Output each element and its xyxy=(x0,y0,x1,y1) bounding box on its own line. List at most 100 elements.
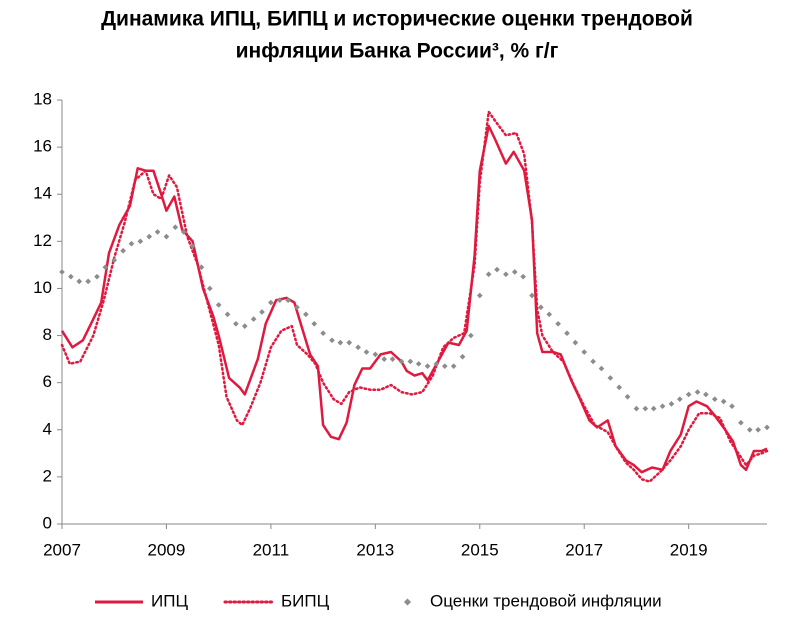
x-tick-label: 2019 xyxy=(670,540,708,559)
y-tick-label: 4 xyxy=(43,419,52,438)
trend-point xyxy=(729,403,735,410)
trend-point xyxy=(494,266,500,273)
y-tick-label: 16 xyxy=(33,137,52,156)
legend-label: БИПЦ xyxy=(281,591,330,610)
trend-point xyxy=(154,229,161,235)
trend-point xyxy=(468,332,474,339)
trend-point xyxy=(720,398,727,405)
trend-point xyxy=(764,424,770,431)
x-tick-label: 2017 xyxy=(565,540,603,559)
trend-point xyxy=(685,391,692,398)
trend-point xyxy=(337,339,344,346)
x-tick-label: 2015 xyxy=(461,540,499,559)
trend-point xyxy=(346,339,353,346)
trend-point xyxy=(642,405,649,412)
trend-point xyxy=(607,375,614,381)
trend-point xyxy=(311,320,318,327)
trend-point xyxy=(268,299,274,306)
trend-point xyxy=(581,349,588,355)
trend-point xyxy=(555,320,561,327)
trend-point xyxy=(198,264,205,271)
trend-point xyxy=(389,356,396,362)
trend-point xyxy=(485,271,492,278)
chart-title: Динамика ИПЦ, БИПЦ и исторические оценки… xyxy=(101,8,693,31)
y-tick-label: 10 xyxy=(33,278,52,297)
trend-point xyxy=(294,304,300,311)
trend-point xyxy=(711,396,718,402)
y-tick-label: 8 xyxy=(43,325,52,344)
trend-point xyxy=(703,391,709,398)
trend-point xyxy=(590,358,596,365)
trend-point xyxy=(564,330,570,337)
y-tick-label: 12 xyxy=(33,231,52,250)
series-line xyxy=(60,110,769,483)
y-tick-label: 2 xyxy=(43,466,52,485)
trend-point xyxy=(241,323,248,329)
trend-point xyxy=(137,238,144,245)
trend-point xyxy=(511,269,518,275)
y-tick-label: 6 xyxy=(43,372,52,391)
x-tick-label: 2011 xyxy=(253,540,290,559)
trend-point xyxy=(146,233,153,240)
x-tick-label: 2009 xyxy=(148,540,186,559)
trend-point xyxy=(68,273,74,280)
trend-point xyxy=(259,309,265,315)
trend-point xyxy=(441,363,448,370)
trend-point xyxy=(111,257,118,264)
trend-point xyxy=(520,273,526,280)
legend-label: Оценки трендовой инфляции xyxy=(430,591,662,610)
trend-point xyxy=(624,393,631,400)
x-tick-label: 2013 xyxy=(356,540,394,559)
legend-label: ИПЦ xyxy=(151,591,188,610)
trend-point xyxy=(668,401,675,407)
trend-point xyxy=(694,389,701,395)
chart-title: инфляции Банка России³, % г/г xyxy=(236,40,559,63)
trend-point xyxy=(598,365,605,372)
y-tick-label: 14 xyxy=(33,184,52,203)
trend-point xyxy=(59,269,65,275)
trend-point xyxy=(172,224,179,231)
trend-point xyxy=(224,311,231,318)
trend-point xyxy=(659,403,666,410)
trend-point xyxy=(102,264,109,271)
trend-point xyxy=(755,426,761,433)
trend-point xyxy=(363,349,370,355)
trend-point xyxy=(572,339,579,346)
trend-point xyxy=(424,363,431,370)
trend-point xyxy=(355,344,361,351)
trend-point xyxy=(285,297,291,304)
trend-point xyxy=(459,353,466,360)
trend-point xyxy=(746,426,753,433)
trend-point xyxy=(329,337,335,344)
trend-point xyxy=(538,304,544,311)
trend-point xyxy=(206,285,213,292)
trend-point xyxy=(233,320,239,327)
trend-point xyxy=(398,358,405,365)
trend-point xyxy=(276,297,283,304)
trend-point xyxy=(546,311,553,318)
trend-point xyxy=(433,360,440,367)
trend-point xyxy=(180,229,187,235)
legend-marker xyxy=(403,598,412,606)
trend-point xyxy=(676,396,683,402)
trend-point xyxy=(85,278,91,285)
trend-point xyxy=(94,273,100,280)
trend-point xyxy=(250,316,257,322)
trend-point xyxy=(450,363,457,370)
y-tick-label: 0 xyxy=(43,513,52,532)
trend-point xyxy=(476,292,483,299)
y-tick-label: 18 xyxy=(33,89,52,108)
trend-point xyxy=(128,240,135,247)
trend-point xyxy=(215,302,222,308)
trend-point xyxy=(381,356,388,362)
trend-point xyxy=(372,351,379,358)
trend-point xyxy=(320,330,326,337)
trend-point xyxy=(633,405,640,412)
x-tick-label: 2007 xyxy=(43,540,81,559)
trend-point xyxy=(120,247,126,254)
trend-point xyxy=(529,292,535,299)
trend-point xyxy=(616,384,623,391)
trend-point xyxy=(415,360,422,367)
trend-point xyxy=(738,419,744,426)
